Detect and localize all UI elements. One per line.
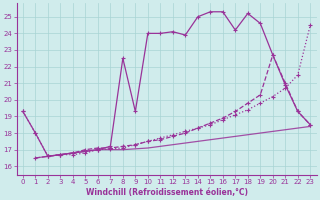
X-axis label: Windchill (Refroidissement éolien,°C): Windchill (Refroidissement éolien,°C) — [85, 188, 248, 197]
